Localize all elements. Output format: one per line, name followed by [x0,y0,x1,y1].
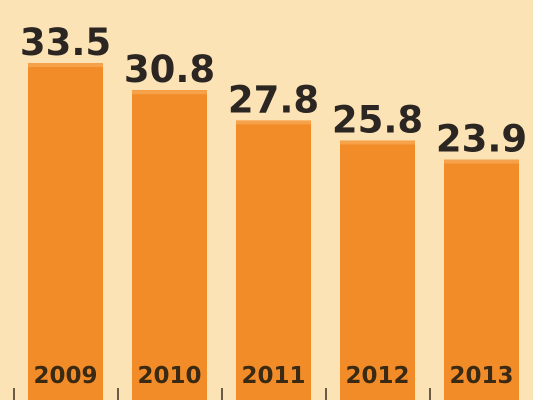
bars-group [28,63,519,400]
category-label-2012: 2012 [345,363,409,389]
category-labels-group: 2009 2010 2011 2012 2013 [33,363,513,389]
data-label-2009: 33.5 [20,21,111,64]
bar-2010 [132,90,207,400]
value-labels-group: 33.5 30.8 27.8 25.8 23.9 [20,21,527,161]
bar-top-edge-2012 [340,140,415,145]
data-label-2012: 25.8 [332,98,423,141]
bar-top-edge-2011 [236,120,311,125]
data-label-2010: 30.8 [124,48,215,91]
data-label-2013: 23.9 [436,118,527,161]
bar-2012 [340,140,415,400]
axis-ticks-group [13,388,431,400]
bar-2011 [236,120,311,400]
data-label-2011: 27.8 [228,78,319,121]
bar-top-edge-2013 [444,159,519,164]
bar-top-edge-2010 [132,90,207,95]
bar-2013 [444,159,519,400]
category-label-2011: 2011 [241,363,305,389]
category-label-2010: 2010 [137,363,201,389]
category-label-2009: 2009 [33,363,97,389]
category-label-2013: 2013 [449,363,513,389]
bar-2009 [28,63,103,400]
bar-top-edge-2009 [28,63,103,67]
